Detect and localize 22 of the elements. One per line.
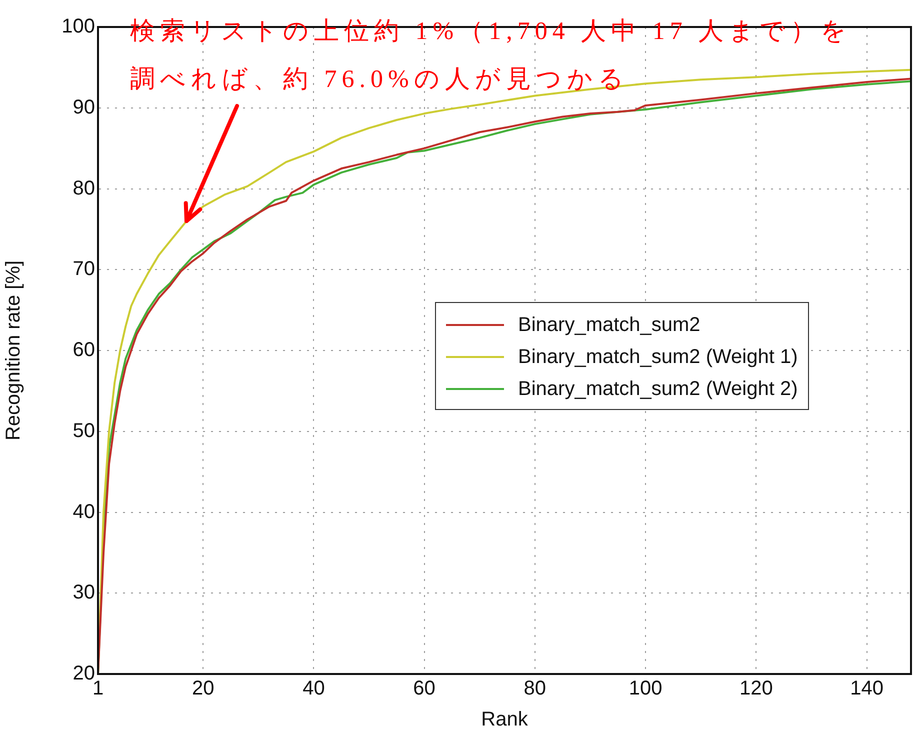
x-tick-label: 140 bbox=[850, 678, 884, 700]
y-tick-label: 60 bbox=[72, 339, 95, 362]
x-tick-label: 100 bbox=[628, 678, 662, 700]
y-tick-label: 100 bbox=[62, 16, 95, 38]
y-tick-label: 80 bbox=[72, 177, 95, 200]
x-tick-label: 120 bbox=[739, 678, 773, 700]
y-axis-title: Recognition rate [%] bbox=[2, 260, 25, 441]
legend-label: Binary_match_sum2 (Weight 2) bbox=[518, 378, 798, 400]
x-tick-label: 1 bbox=[92, 678, 104, 700]
y-tick-label: 50 bbox=[72, 420, 95, 442]
y-tick-label: 30 bbox=[72, 582, 95, 604]
x-tick-label: 20 bbox=[192, 678, 214, 700]
legend-label: Binary_match_sum2 bbox=[518, 314, 700, 336]
y-tick-label: 70 bbox=[72, 258, 95, 280]
x-axis-title: Rank bbox=[481, 708, 529, 731]
x-tick-label: 60 bbox=[413, 678, 436, 700]
x-tick-label: 80 bbox=[524, 678, 546, 700]
y-tick-label: 20 bbox=[72, 662, 95, 685]
y-tick-label: 90 bbox=[72, 96, 95, 118]
y-tick-label: 40 bbox=[72, 500, 95, 523]
legend-label: Binary_match_sum2 (Weight 1) bbox=[518, 346, 798, 368]
x-tick-label: 40 bbox=[302, 678, 325, 700]
